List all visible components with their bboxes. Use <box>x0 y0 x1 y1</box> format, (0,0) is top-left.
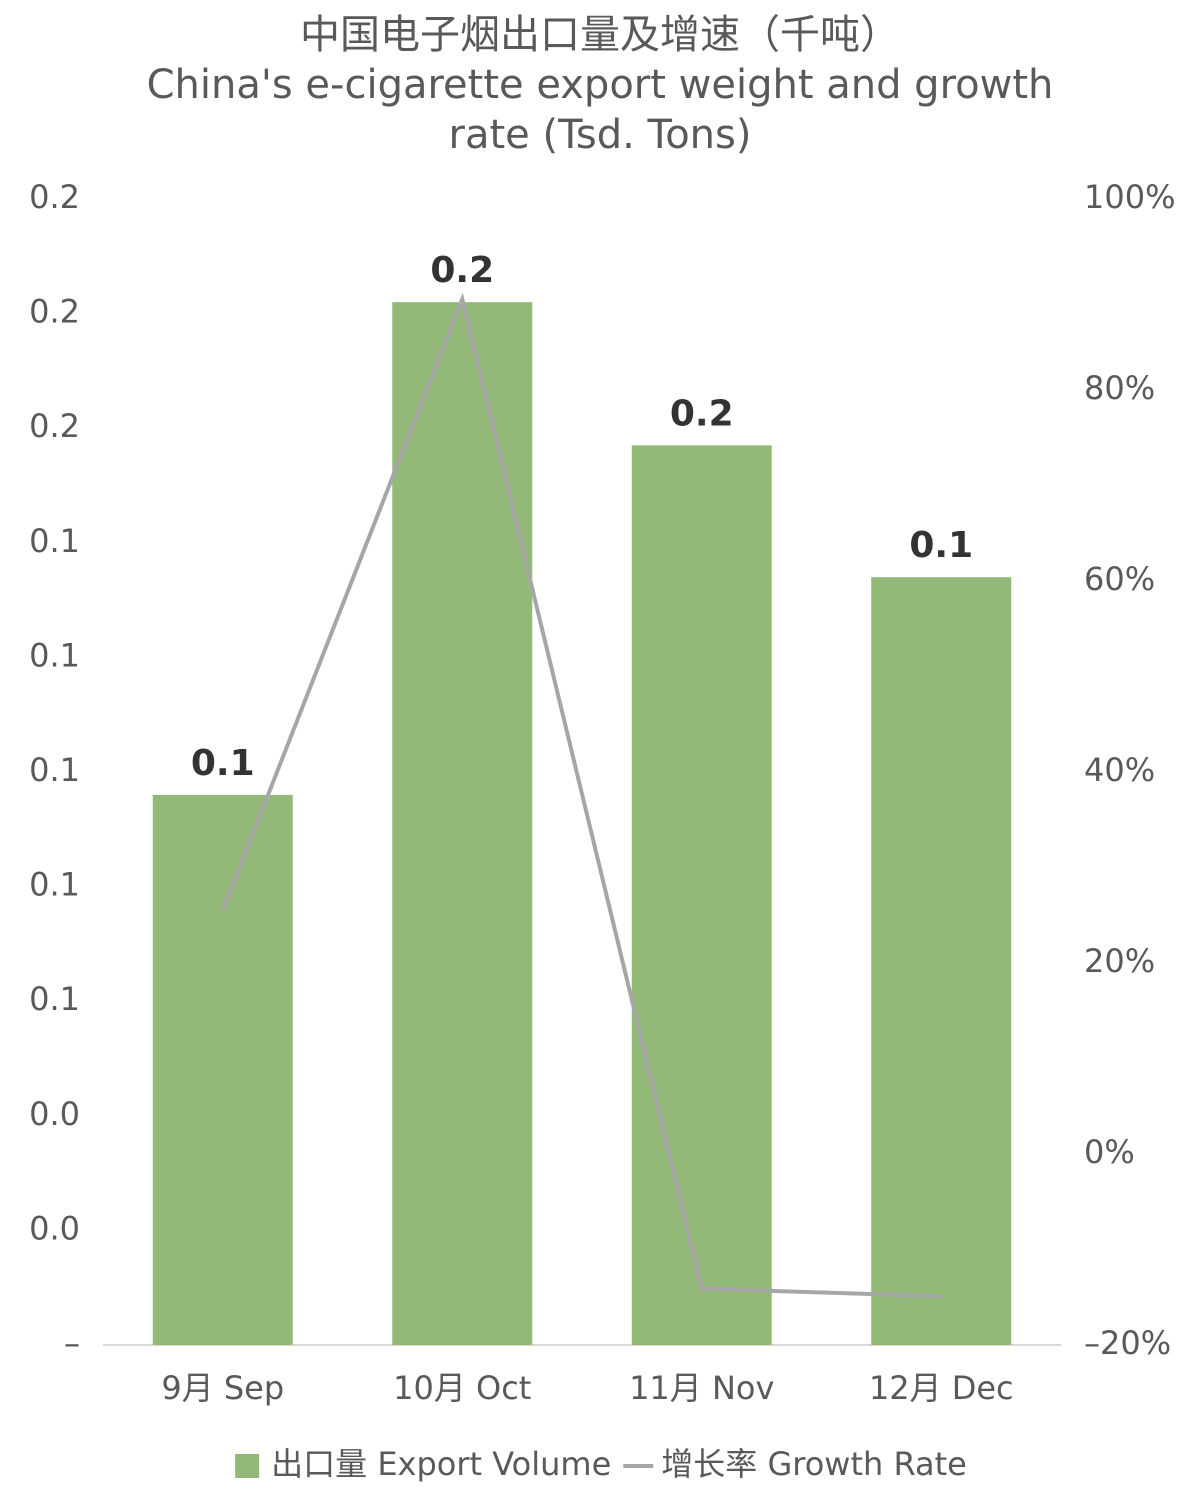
legend-swatch <box>235 1454 260 1478</box>
y2-tick-label: 60% <box>1084 560 1155 598</box>
bar <box>871 577 1012 1345</box>
legend-label: 增长率 Growth Rate <box>661 1445 967 1483</box>
x-tick-label: 12月 Dec <box>869 1369 1014 1407</box>
y-tick-label: – <box>64 1324 80 1362</box>
x-tick-label: 10月 Oct <box>393 1369 531 1407</box>
y2-tick-label: 0% <box>1084 1133 1135 1171</box>
data-label: 0.2 <box>430 250 494 291</box>
y-tick-label: 0.2 <box>29 293 80 331</box>
y-tick-label: 0.2 <box>29 407 80 445</box>
y2-tick-label: 100% <box>1084 178 1175 216</box>
legend-label: 出口量 Export Volume <box>271 1445 611 1483</box>
y-tick-label: 0.1 <box>29 522 80 560</box>
data-label: 0.2 <box>670 393 734 434</box>
y-tick-label: 0.0 <box>29 1095 80 1133</box>
bar <box>152 794 293 1345</box>
y2-tick-label: 20% <box>1084 942 1155 980</box>
y-tick-label: 0.2 <box>29 178 80 216</box>
bar <box>392 302 533 1345</box>
x-tick-label: 9月 Sep <box>161 1369 284 1407</box>
x-tick-label: 11月 Nov <box>629 1369 774 1407</box>
chart-title: 中国电子烟出口量及增速（千吨） <box>300 12 900 58</box>
data-label: 0.1 <box>909 525 973 566</box>
titles: 中国电子烟出口量及增速（千吨） China's e-cigarette expo… <box>130 10 1070 160</box>
bar <box>631 445 772 1345</box>
y-tick-label: 0.1 <box>29 751 80 789</box>
y-tick-label: 0.0 <box>29 1209 80 1247</box>
y-tick-label: 0.1 <box>29 980 80 1018</box>
growth-line <box>220 292 942 1299</box>
y2-tick-label: 40% <box>1084 751 1155 789</box>
data-label: 0.1 <box>191 743 255 784</box>
y2-tick-label: –20% <box>1084 1324 1171 1362</box>
y2-tick-label: 80% <box>1084 369 1155 407</box>
chart-subtitle: China's e-cigarette export weight and gr… <box>146 62 1054 158</box>
y-tick-label: 0.1 <box>29 866 80 904</box>
y-tick-label: 0.1 <box>29 636 80 674</box>
